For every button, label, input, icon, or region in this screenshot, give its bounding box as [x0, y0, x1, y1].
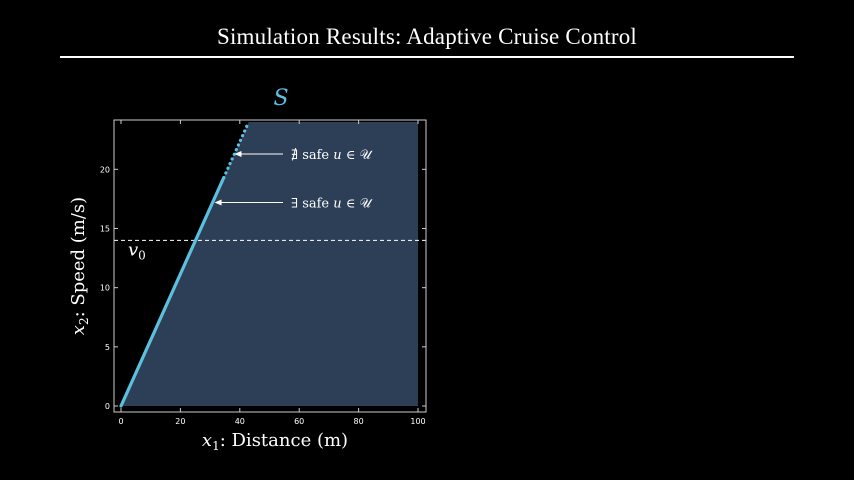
- annotation-arrowhead-exists: [214, 199, 222, 206]
- plot-layer: [114, 120, 426, 412]
- x-tick-label: 60: [294, 417, 304, 426]
- y-tick-label: 20: [100, 165, 110, 174]
- x-axis-label-var: x: [202, 430, 212, 451]
- x-tick-label: 20: [175, 417, 185, 426]
- v0-label-sub: 0: [138, 248, 146, 262]
- x-axis-label-text: : Distance (m): [220, 430, 348, 451]
- y-axis-label-var: x: [68, 325, 89, 335]
- x-tick-label: 80: [354, 417, 364, 426]
- x-tick-label: 100: [410, 417, 425, 426]
- annotation-set: 𝒰: [360, 196, 374, 211]
- x-axis-label: x1: Distance (m): [202, 430, 348, 453]
- axes-layer: 0 20 40 60 80 100 0 5 10 15 20: [100, 119, 427, 426]
- annotation-not-exists: ∄ safe u ∈ 𝒰: [291, 148, 374, 163]
- label-layer: Sv0∃ safe u ∈ 𝒰∄ safe u ∈ 𝒰x1: Distance …: [68, 86, 374, 453]
- boundary-solid-line: [119, 176, 226, 408]
- y-tick-label: 5: [105, 343, 110, 352]
- x-tick-label: 40: [235, 417, 245, 426]
- y-axis-label: x2: Speed (m/s): [68, 197, 91, 335]
- annotation-quantifier: ∄: [291, 148, 298, 163]
- annotation-exists: ∃ safe u ∈ 𝒰: [291, 196, 374, 211]
- slide-title: Simulation Results: Adaptive Cruise Cont…: [216, 24, 638, 49]
- annotation-set: 𝒰: [360, 148, 374, 163]
- annotation-text: safe: [298, 196, 333, 211]
- plot-frame: [113, 119, 427, 413]
- y-axis-label-sub: 2: [77, 317, 91, 325]
- annotation-text: safe: [298, 148, 333, 163]
- v0-label-var: v: [128, 239, 138, 260]
- annotation-relation: ∈: [342, 148, 360, 163]
- v0-label: v0: [128, 239, 146, 262]
- y-tick-label: 10: [100, 284, 110, 293]
- safe-region: [121, 122, 418, 406]
- x-axis-label-sub: 1: [212, 439, 220, 453]
- annotation-var: u: [333, 148, 341, 163]
- annotation-arrowhead-not-exists: [234, 150, 242, 157]
- annotation-relation: ∈: [342, 196, 360, 211]
- y-tick-label: 15: [100, 225, 110, 234]
- y-axis-label-text: : Speed (m/s): [68, 197, 89, 318]
- title-divider: [60, 56, 794, 58]
- boundary-dotted-line: [222, 120, 251, 180]
- region-label: S: [273, 86, 288, 111]
- annotation-var: u: [333, 196, 341, 211]
- y-tick-label: 0: [105, 402, 110, 411]
- annotation-quantifier: ∃: [291, 196, 298, 211]
- x-tick-label: 0: [118, 417, 123, 426]
